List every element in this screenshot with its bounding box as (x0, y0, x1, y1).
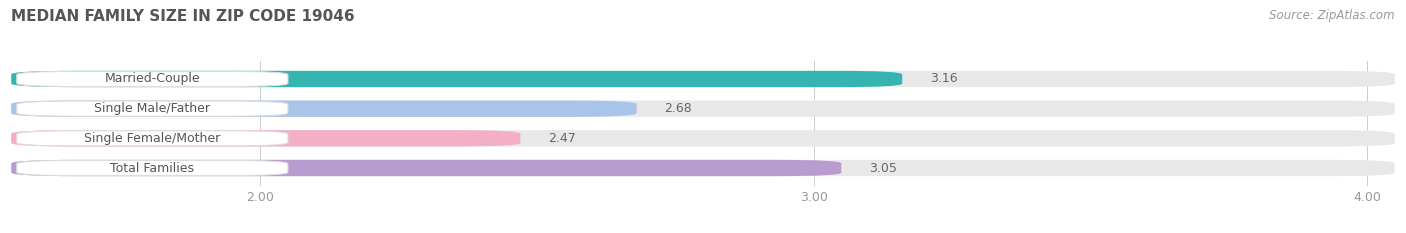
Text: Single Female/Mother: Single Female/Mother (84, 132, 221, 145)
Text: 3.05: 3.05 (869, 161, 897, 175)
FancyBboxPatch shape (11, 71, 1395, 87)
FancyBboxPatch shape (11, 100, 1395, 117)
Text: Total Families: Total Families (110, 161, 194, 175)
Text: 3.16: 3.16 (929, 72, 957, 86)
Text: Source: ZipAtlas.com: Source: ZipAtlas.com (1270, 9, 1395, 22)
FancyBboxPatch shape (11, 130, 1395, 147)
Text: Single Male/Father: Single Male/Father (94, 102, 211, 115)
Text: 2.68: 2.68 (664, 102, 692, 115)
FancyBboxPatch shape (17, 71, 288, 86)
Text: Married-Couple: Married-Couple (104, 72, 200, 86)
Text: 2.47: 2.47 (548, 132, 576, 145)
FancyBboxPatch shape (11, 130, 520, 147)
FancyBboxPatch shape (11, 71, 903, 87)
FancyBboxPatch shape (11, 160, 1395, 176)
Text: MEDIAN FAMILY SIZE IN ZIP CODE 19046: MEDIAN FAMILY SIZE IN ZIP CODE 19046 (11, 9, 354, 24)
FancyBboxPatch shape (11, 160, 841, 176)
FancyBboxPatch shape (17, 131, 288, 146)
FancyBboxPatch shape (17, 101, 288, 116)
FancyBboxPatch shape (11, 100, 637, 117)
FancyBboxPatch shape (17, 161, 288, 176)
